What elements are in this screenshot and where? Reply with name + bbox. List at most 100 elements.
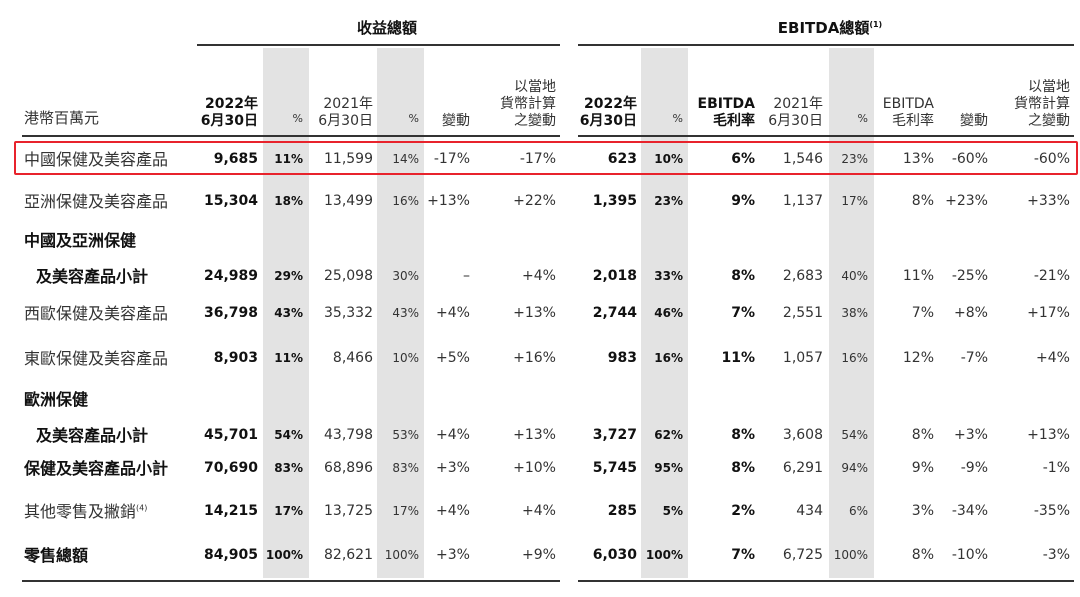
cell-r4-c1: 11% <box>274 351 303 365</box>
cell-r7-c7: 5% <box>662 504 683 518</box>
cell-r8-c3: 100% <box>384 548 419 562</box>
cell-r2-c7: 33% <box>654 269 683 283</box>
cell-r0-c13: -60% <box>1033 151 1070 167</box>
cell-r6-c0: 70,690 <box>203 460 258 476</box>
unit-label: 港幣百萬元 <box>24 109 100 127</box>
cell-r4-c9: 1,057 <box>782 350 823 366</box>
cell-r5-c10: 54% <box>841 428 868 442</box>
cell-r6-c2: 68,896 <box>324 460 373 476</box>
row-label-6: 保健及美容產品小計 <box>24 459 169 478</box>
cell-r5-c4: +4% <box>436 427 470 443</box>
cell-r2-c10: 40% <box>841 269 868 283</box>
cell-r8-c10: 100% <box>833 548 868 562</box>
cell-r5-c2: 43,798 <box>324 427 373 443</box>
cell-r2-c6: 2,018 <box>592 268 637 284</box>
cell-r6-c6: 5,745 <box>592 460 637 476</box>
cell-r3-c3: 43% <box>392 306 419 320</box>
cell-r4-c8: 11% <box>721 350 755 366</box>
cell-r0-c2: 11,599 <box>324 151 373 167</box>
cell-r4-c5: +16% <box>513 350 556 366</box>
cell-r7-c3: 17% <box>392 504 419 518</box>
column-header-5-line-0: 以當地 <box>514 79 556 95</box>
cell-r1-c8: 9% <box>731 193 755 209</box>
cell-r0-c9: 1,546 <box>782 151 823 167</box>
cell-r8-c13: -3% <box>1042 547 1070 563</box>
cell-r6-c7: 95% <box>654 461 683 475</box>
row-label-text: 東歐保健及美容產品 <box>24 349 169 368</box>
cell-r1-c6: 1,395 <box>592 193 637 209</box>
cell-r3-c12: +8% <box>954 305 988 321</box>
cell-r2-c2: 25,098 <box>324 268 373 284</box>
cell-r4-c11: 12% <box>902 350 934 366</box>
cell-r2-c9: 2,683 <box>782 268 823 284</box>
column-header-8-line-1: 毛利率 <box>713 113 755 129</box>
cell-r6-c11: 9% <box>911 460 934 476</box>
cell-r2-c0: 24,989 <box>203 268 258 284</box>
cell-r0-c10: 23% <box>841 152 868 166</box>
cell-r7-c6: 285 <box>607 503 637 519</box>
cell-r4-c7: 16% <box>654 351 683 365</box>
cell-r8-c7: 100% <box>645 548 683 562</box>
ebitda-group-label: EBITDA總額 <box>777 19 870 37</box>
cell-r2-c11: 11% <box>902 268 934 284</box>
row-label-2-line-0: 中國及亞洲保健 <box>24 231 137 250</box>
revenue-group-rule <box>197 44 560 46</box>
cell-r7-c12: -34% <box>951 503 988 519</box>
cell-r4-c12: -7% <box>960 350 988 366</box>
cell-r1-c3: 16% <box>392 194 419 208</box>
column-header-5-line-1: 貨幣計算 <box>500 96 556 112</box>
cell-r5-c8: 8% <box>731 427 755 443</box>
cell-r0-c0: 9,685 <box>213 151 258 167</box>
row-label-8: 零售總額 <box>24 546 89 565</box>
cell-r1-c11: 8% <box>911 193 934 209</box>
cell-r0-c4: -17% <box>433 151 470 167</box>
cell-r4-c3: 10% <box>392 351 419 365</box>
cell-r3-c2: 35,332 <box>324 305 373 321</box>
cell-r4-c4: +5% <box>436 350 470 366</box>
cell-r4-c2: 8,466 <box>332 350 373 366</box>
cell-r3-c1: 43% <box>274 306 303 320</box>
cell-r5-c0: 45,701 <box>203 427 258 443</box>
cell-r5-c9: 3,608 <box>782 427 823 443</box>
revenue-group-title: 收益總額 <box>356 19 417 37</box>
column-header-9-line-1: 6月30日 <box>768 113 823 129</box>
cell-r0-c1: 11% <box>274 152 303 166</box>
row-label-text: 西歐保健及美容產品 <box>24 304 169 323</box>
row-label-text: 其他零售及撇銷 <box>24 502 137 521</box>
cell-r7-c9: 434 <box>796 503 823 519</box>
footer-rule-right <box>578 580 1074 582</box>
row-label-text: 零售總額 <box>24 546 89 565</box>
cell-r7-c1: 17% <box>274 504 303 518</box>
cell-r0-c12: -60% <box>951 151 988 167</box>
row-label-3: 西歐保健及美容產品 <box>24 304 169 323</box>
cell-r6-c12: -9% <box>960 460 988 476</box>
column-header-0-line-1: 6月30日 <box>200 113 258 129</box>
cell-r8-c1: 100% <box>265 548 303 562</box>
cell-r8-c11: 8% <box>911 547 934 563</box>
cell-r6-c4: +3% <box>436 460 470 476</box>
column-header-4-line-0: 變動 <box>442 113 470 129</box>
row-label-7: 其他零售及撇銷(4) <box>24 502 147 521</box>
row-label-4: 東歐保健及美容產品 <box>24 349 169 368</box>
cell-r6-c13: -1% <box>1042 460 1070 476</box>
ebitda-footnote: (1) <box>869 20 883 29</box>
row-label-text: 保健及美容產品小計 <box>24 459 169 478</box>
cell-r7-c5: +4% <box>522 503 556 519</box>
column-header-6-line-1: 6月30日 <box>579 113 637 129</box>
cell-r7-c0: 14,215 <box>203 503 258 519</box>
cell-r2-c13: -21% <box>1033 268 1070 284</box>
cell-r3-c11: 7% <box>911 305 934 321</box>
cell-r6-c8: 8% <box>731 460 755 476</box>
column-header-6-line-0: 2022年 <box>584 96 637 112</box>
cell-r3-c5: +13% <box>513 305 556 321</box>
row-label-0: 中國保健及美容產品 <box>24 150 169 169</box>
cell-r6-c3: 83% <box>392 461 419 475</box>
cell-r1-c10: 17% <box>841 194 868 208</box>
cell-r2-c5: +4% <box>522 268 556 284</box>
cell-r7-c4: +4% <box>436 503 470 519</box>
column-header-2-line-0: 2021年 <box>323 96 373 112</box>
cell-r0-c6: 623 <box>607 151 637 167</box>
cell-r1-c1: 18% <box>274 194 303 208</box>
cell-r2-c12: -25% <box>951 268 988 284</box>
row-label-text: 中國保健及美容產品 <box>24 150 169 169</box>
